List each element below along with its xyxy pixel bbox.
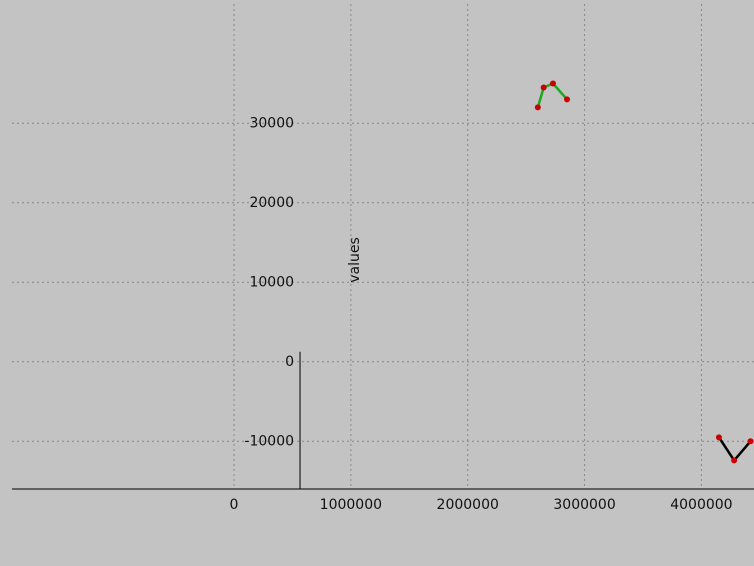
point [564, 96, 571, 103]
x-tick-label: 2000000 [437, 497, 499, 513]
line [717, 436, 752, 463]
point [715, 434, 722, 441]
point [550, 80, 557, 87]
y-tick-label: 20000 [249, 195, 294, 211]
x-tick-label: 3000000 [553, 497, 615, 513]
line [536, 82, 568, 108]
y-tick-label: -10000 [244, 433, 294, 449]
point [534, 104, 541, 111]
point [540, 84, 547, 91]
point [731, 457, 738, 464]
x-tick-label: 0 [230, 497, 239, 513]
y-tick-label: 10000 [249, 274, 294, 290]
point [747, 438, 754, 445]
x-tick-label: 4000000 [670, 497, 732, 513]
x-tick-label: 1000000 [320, 497, 382, 513]
y-axis-label: values [347, 237, 363, 283]
y-tick-label: 0 [285, 354, 294, 370]
y-tick-label: 30000 [249, 115, 294, 131]
